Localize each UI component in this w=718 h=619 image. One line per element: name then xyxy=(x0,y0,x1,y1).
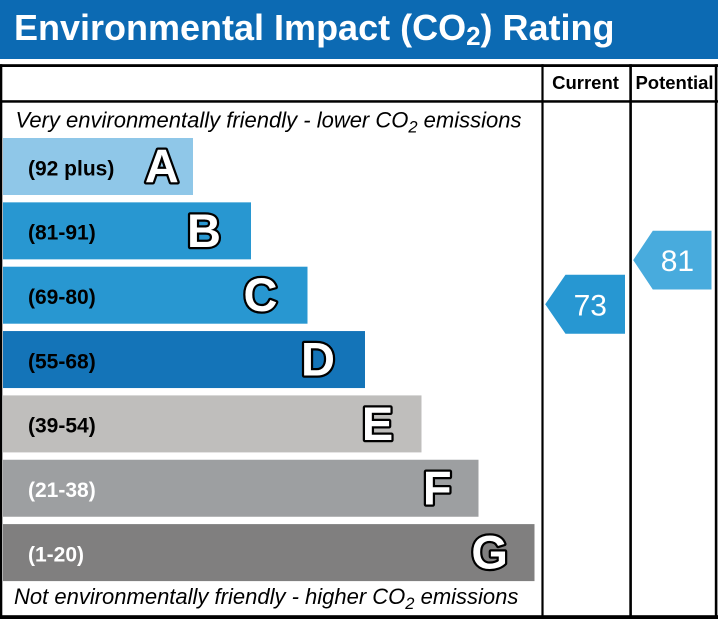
svg-text:D: D xyxy=(301,333,335,386)
svg-text:73: 73 xyxy=(574,289,607,322)
svg-text:(55-68): (55-68) xyxy=(28,350,96,373)
svg-text:(81-91): (81-91) xyxy=(28,222,96,245)
svg-text:(21-38): (21-38) xyxy=(28,479,96,502)
svg-text:81: 81 xyxy=(661,245,694,278)
svg-text:A: A xyxy=(145,140,179,193)
svg-text:Not environmentally friendly -: Not environmentally friendly - higher CO… xyxy=(14,584,518,613)
svg-text:C: C xyxy=(244,268,278,321)
svg-text:B: B xyxy=(187,204,221,257)
svg-text:(69-80): (69-80) xyxy=(28,286,96,309)
svg-text:Environmental Impact (CO2) Rat: Environmental Impact (CO2) Rating xyxy=(14,7,615,51)
svg-text:(1-20): (1-20) xyxy=(28,543,84,566)
svg-text:Current: Current xyxy=(552,72,619,93)
svg-text:E: E xyxy=(362,397,393,450)
svg-text:Potential: Potential xyxy=(635,72,713,93)
svg-text:(92 plus): (92 plus) xyxy=(28,157,114,180)
svg-text:F: F xyxy=(423,461,452,514)
svg-text:G: G xyxy=(471,526,508,579)
svg-text:Very environmentally friendly: Very environmentally friendly - lower CO… xyxy=(16,108,522,137)
svg-text:(39-54): (39-54) xyxy=(28,415,96,438)
